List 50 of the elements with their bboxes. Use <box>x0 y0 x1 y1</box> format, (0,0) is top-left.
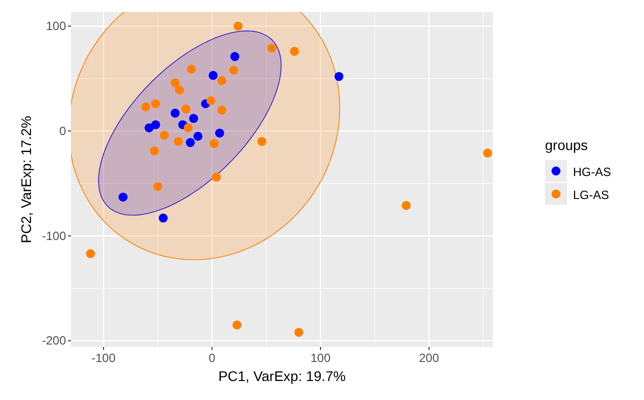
point <box>141 102 150 112</box>
point <box>170 78 180 88</box>
point <box>193 132 202 141</box>
point <box>215 128 224 138</box>
point <box>483 148 492 158</box>
legend-label: HG-AS <box>573 165 612 179</box>
point <box>189 114 198 123</box>
x-tick-label: 0 <box>208 351 216 365</box>
legend-label: LG-AS <box>573 188 610 202</box>
point <box>160 130 169 140</box>
point <box>294 328 304 337</box>
y-tick-label: -100 <box>42 228 66 243</box>
x-tick-label: -100 <box>92 351 116 365</box>
point <box>217 76 226 86</box>
point <box>174 86 184 95</box>
point <box>232 320 242 330</box>
y-tick-label: 100 <box>46 19 66 34</box>
point <box>257 136 266 146</box>
point <box>334 72 344 81</box>
y-axis-title: PC2, VarExp: 17.2% <box>18 116 34 244</box>
point <box>186 138 195 148</box>
legend-title: groups <box>545 137 588 153</box>
point <box>153 182 162 192</box>
point <box>144 123 154 132</box>
x-tick-label: 100 <box>310 351 331 365</box>
point <box>234 22 243 31</box>
x-axis-title: PC1, VarExp: 19.7% <box>218 368 346 384</box>
point <box>184 123 193 132</box>
point <box>267 44 276 53</box>
y-tick-label: 0 <box>59 124 66 138</box>
point <box>86 249 96 258</box>
point <box>206 96 216 106</box>
point <box>170 108 180 118</box>
point <box>230 52 240 62</box>
x-tick-label: 200 <box>418 351 440 365</box>
point <box>186 64 196 74</box>
point <box>402 200 411 210</box>
point <box>151 99 160 108</box>
point <box>150 146 160 156</box>
point <box>210 139 219 148</box>
point <box>174 136 183 146</box>
point <box>181 104 190 114</box>
point <box>118 192 128 202</box>
y-tick-label: -200 <box>42 334 66 348</box>
point <box>212 172 221 182</box>
point <box>229 66 238 75</box>
point <box>208 70 218 80</box>
point <box>217 106 226 115</box>
point <box>158 214 168 223</box>
point <box>290 46 299 56</box>
